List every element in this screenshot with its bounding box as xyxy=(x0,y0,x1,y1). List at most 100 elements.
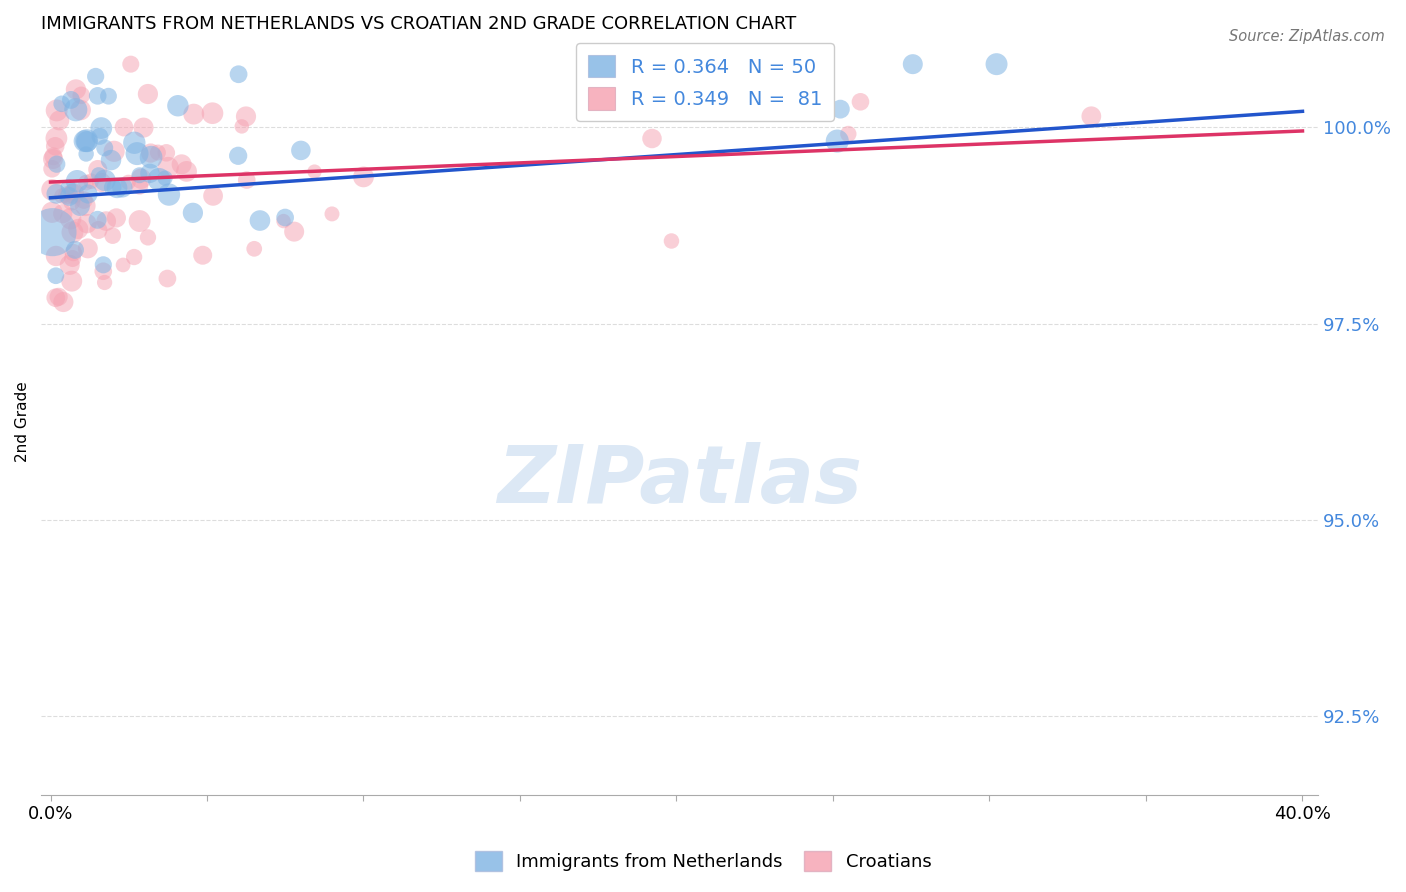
Point xyxy=(41,161,63,176)
Point xyxy=(45,157,67,171)
Point xyxy=(87,162,110,177)
Point xyxy=(986,57,1008,71)
Point xyxy=(128,168,150,182)
Point xyxy=(93,276,115,290)
Point xyxy=(76,217,98,231)
Point xyxy=(111,180,134,194)
Point xyxy=(41,225,63,239)
Point xyxy=(80,174,103,188)
Point xyxy=(52,207,75,221)
Point xyxy=(42,149,65,163)
Point xyxy=(93,141,115,155)
Point xyxy=(62,186,84,201)
Point xyxy=(304,164,326,178)
Legend: Immigrants from Netherlands, Croatians: Immigrants from Netherlands, Croatians xyxy=(467,844,939,879)
Point xyxy=(52,295,75,310)
Point xyxy=(65,103,87,117)
Point xyxy=(63,243,86,257)
Point xyxy=(228,67,250,81)
Point xyxy=(128,179,150,194)
Point xyxy=(100,153,122,167)
Point xyxy=(76,135,98,149)
Point xyxy=(112,258,135,272)
Point xyxy=(45,291,67,305)
Point xyxy=(156,271,179,285)
Point xyxy=(103,145,125,159)
Point xyxy=(59,258,82,272)
Point xyxy=(45,103,67,118)
Text: ZIPatlas: ZIPatlas xyxy=(498,442,862,521)
Point xyxy=(90,176,112,190)
Point xyxy=(249,213,271,227)
Point xyxy=(86,212,108,227)
Point xyxy=(48,290,70,304)
Point xyxy=(73,193,96,207)
Point xyxy=(73,134,96,148)
Point xyxy=(51,96,73,111)
Point xyxy=(153,171,176,186)
Point xyxy=(128,214,150,228)
Point xyxy=(97,89,120,103)
Point xyxy=(148,172,170,186)
Point xyxy=(830,102,852,116)
Point xyxy=(59,211,82,226)
Text: Source: ZipAtlas.com: Source: ZipAtlas.com xyxy=(1229,29,1385,45)
Point xyxy=(45,186,67,201)
Point xyxy=(42,152,65,166)
Point xyxy=(136,87,159,101)
Point xyxy=(235,173,257,187)
Point xyxy=(176,164,198,178)
Point xyxy=(96,214,118,228)
Point xyxy=(606,57,628,71)
Point xyxy=(101,180,124,194)
Point xyxy=(136,230,159,244)
Point xyxy=(235,110,257,124)
Point xyxy=(274,211,297,225)
Point xyxy=(58,179,80,194)
Point xyxy=(132,120,155,135)
Point xyxy=(837,127,859,141)
Point xyxy=(122,250,145,264)
Point xyxy=(283,225,305,239)
Point xyxy=(129,171,152,186)
Point xyxy=(146,145,169,160)
Point xyxy=(45,131,67,145)
Point xyxy=(155,145,177,160)
Point xyxy=(56,188,79,202)
Point xyxy=(62,252,84,266)
Point xyxy=(75,147,97,161)
Point xyxy=(124,136,146,150)
Point xyxy=(105,211,128,225)
Point xyxy=(139,150,162,164)
Point xyxy=(201,106,224,120)
Point xyxy=(62,185,84,199)
Point xyxy=(157,161,180,175)
Point xyxy=(91,264,114,278)
Point xyxy=(827,134,849,148)
Point xyxy=(60,274,83,288)
Point xyxy=(69,199,91,213)
Point xyxy=(1080,109,1102,123)
Point xyxy=(231,120,253,134)
Point xyxy=(181,206,204,220)
Point xyxy=(901,57,924,71)
Point xyxy=(243,242,266,256)
Point xyxy=(170,157,193,171)
Point xyxy=(125,146,148,161)
Point xyxy=(77,186,100,201)
Point xyxy=(117,175,139,189)
Y-axis label: 2nd Grade: 2nd Grade xyxy=(15,382,30,462)
Point xyxy=(69,103,91,117)
Point xyxy=(51,189,73,203)
Point xyxy=(62,225,84,239)
Point xyxy=(76,134,98,148)
Point xyxy=(41,205,63,219)
Point xyxy=(139,166,162,180)
Point xyxy=(87,168,110,182)
Point xyxy=(66,174,89,188)
Point xyxy=(67,222,90,236)
Point xyxy=(48,113,70,128)
Point xyxy=(641,131,664,145)
Text: IMMIGRANTS FROM NETHERLANDS VS CROATIAN 2ND GRADE CORRELATION CHART: IMMIGRANTS FROM NETHERLANDS VS CROATIAN … xyxy=(41,15,796,33)
Point xyxy=(105,181,128,195)
